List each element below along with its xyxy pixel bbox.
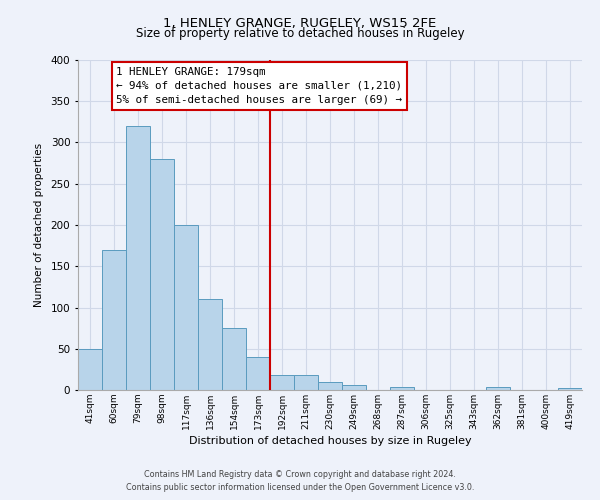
Bar [127, 126, 149, 390]
Bar [103, 250, 125, 390]
Bar [343, 385, 365, 390]
Bar [487, 386, 509, 390]
Bar [223, 328, 245, 390]
Bar [295, 375, 317, 390]
Bar [247, 357, 269, 390]
Text: 1, HENLEY GRANGE, RUGELEY, WS15 2FE: 1, HENLEY GRANGE, RUGELEY, WS15 2FE [163, 18, 437, 30]
Text: Size of property relative to detached houses in Rugeley: Size of property relative to detached ho… [136, 28, 464, 40]
X-axis label: Distribution of detached houses by size in Rugeley: Distribution of detached houses by size … [188, 436, 472, 446]
Text: Contains HM Land Registry data © Crown copyright and database right 2024.
Contai: Contains HM Land Registry data © Crown c… [126, 470, 474, 492]
Bar [271, 375, 293, 390]
Bar [319, 382, 341, 390]
Bar [391, 386, 413, 390]
Bar [175, 225, 197, 390]
Bar [79, 349, 101, 390]
Bar [199, 299, 221, 390]
Text: 1 HENLEY GRANGE: 179sqm
← 94% of detached houses are smaller (1,210)
5% of semi-: 1 HENLEY GRANGE: 179sqm ← 94% of detache… [116, 66, 403, 106]
Bar [151, 159, 173, 390]
Y-axis label: Number of detached properties: Number of detached properties [34, 143, 44, 307]
Bar [559, 388, 581, 390]
